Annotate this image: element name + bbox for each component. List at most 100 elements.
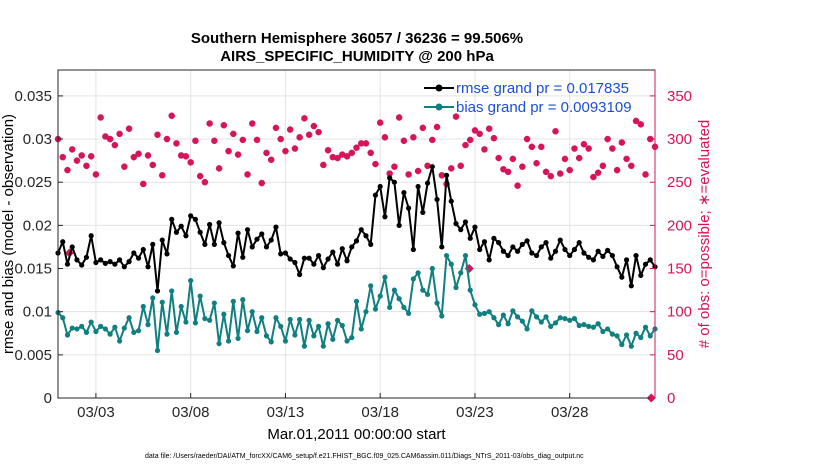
bias-point [83,329,90,335]
obs-evaluated-marker [296,134,303,141]
obs-evaluated-marker [277,135,284,143]
obs-evaluated-marker [168,112,175,119]
obs-evaluated-marker [557,170,564,177]
x-tick-label: 03/13 [267,404,305,421]
y-left-tick-label: 0.025 [14,174,52,191]
rmse-point [188,213,194,219]
bias-point [116,338,123,344]
rmse-point [420,209,426,216]
rmse-point [382,214,388,220]
obs-evaluated-marker [83,162,90,170]
obs-evaluated-marker [552,128,559,135]
bias-point [510,308,516,314]
obs-evaluated-marker [348,149,355,157]
obs-evaluated-marker [618,139,626,146]
bias-point [453,284,459,291]
rmse-point [529,250,535,256]
bias-point [221,311,227,317]
obs-evaluated-marker [69,146,76,153]
obs-evaluated-marker [457,162,464,170]
rmse-point [112,261,118,267]
bias-point [254,328,260,335]
obs-evaluated-marker [97,114,104,121]
rmse-point [472,224,478,230]
bias-point [401,304,407,310]
y-right-tick-label: 100 [667,304,692,321]
obs-evaluated-marker [215,165,223,172]
bias-point [477,311,483,317]
rmse-point [154,288,161,294]
rmse-point [116,257,123,263]
bias-point [173,329,180,335]
bias-point [287,316,293,323]
rmse-point [467,235,473,241]
obs-evaluated-marker [78,152,85,159]
rmse-point [628,283,634,289]
bias-point [358,326,364,332]
obs-evaluated-marker [201,179,209,186]
obs-evaluated-marker [542,168,550,176]
obs-evaluated-marker [87,153,95,160]
bias-point [159,299,165,305]
obs-evaluated-marker [395,114,403,121]
rmse-point [429,164,435,170]
rmse-point [263,244,270,250]
bias-point [623,332,630,338]
bias-point [297,316,303,323]
bias-point [647,333,653,339]
obs-evaluated-marker [429,136,436,144]
bias-point [519,318,525,324]
obs-evaluated-marker [500,166,507,173]
bias-point [406,310,412,317]
obs-evaluated-marker [424,162,431,170]
bias-point [605,326,611,332]
bias-point [282,338,289,344]
rmse-point [595,248,601,254]
rmse-point [150,241,156,247]
rmse-point [614,264,620,270]
obs-evaluated-marker [343,153,351,160]
obs-evaluated-marker [305,131,313,138]
obs-evaluated-marker [111,141,119,149]
rmse-point [633,252,639,259]
obs-evaluated-marker [613,166,621,174]
y-axis-right: 0 50 100 150 200 250 300 350 [650,70,692,407]
bias-point [638,334,644,341]
obs-evaluated-marker [604,135,611,143]
obs-evaluated-marker [414,167,422,175]
rmse-point [330,249,336,255]
bias-point [439,313,445,319]
obs-evaluated-marker [514,182,521,189]
bias-point [505,321,511,327]
obs-evaluated-marker [64,166,71,174]
obs-evaluated-marker [159,172,166,179]
x-axis-label: Mar.01,2011 00:00:00 start [267,426,446,443]
rmse-point [159,237,165,243]
bias-point [571,315,578,322]
rmse-point [278,251,284,257]
rmse-point [244,227,251,233]
obs-evaluated-marker [282,147,289,155]
bias-series [55,252,658,354]
rmse-point [439,244,445,250]
obs-evaluated-marker [125,125,133,132]
rmse-point [642,261,649,267]
obs-evaluated-marker [320,161,327,169]
bias-point [344,338,350,344]
bias-point [500,312,506,318]
rmse-point [292,259,298,266]
rmse-point [230,263,236,269]
rmse-point [79,262,85,268]
obs-evaluated-marker [547,172,554,180]
rmse-point [202,241,208,247]
bias-point [98,323,104,329]
obs-evaluated-marker [490,134,498,142]
rmse-point [60,239,66,245]
obs-evaluated-marker [225,147,232,155]
obs-evaluated-marker [575,154,583,162]
obs-evaluated-marker [381,134,389,141]
bias-point [486,309,492,315]
rmse-point [121,264,127,270]
obs-evaluated-marker [410,134,417,141]
rmse-point [586,254,592,260]
